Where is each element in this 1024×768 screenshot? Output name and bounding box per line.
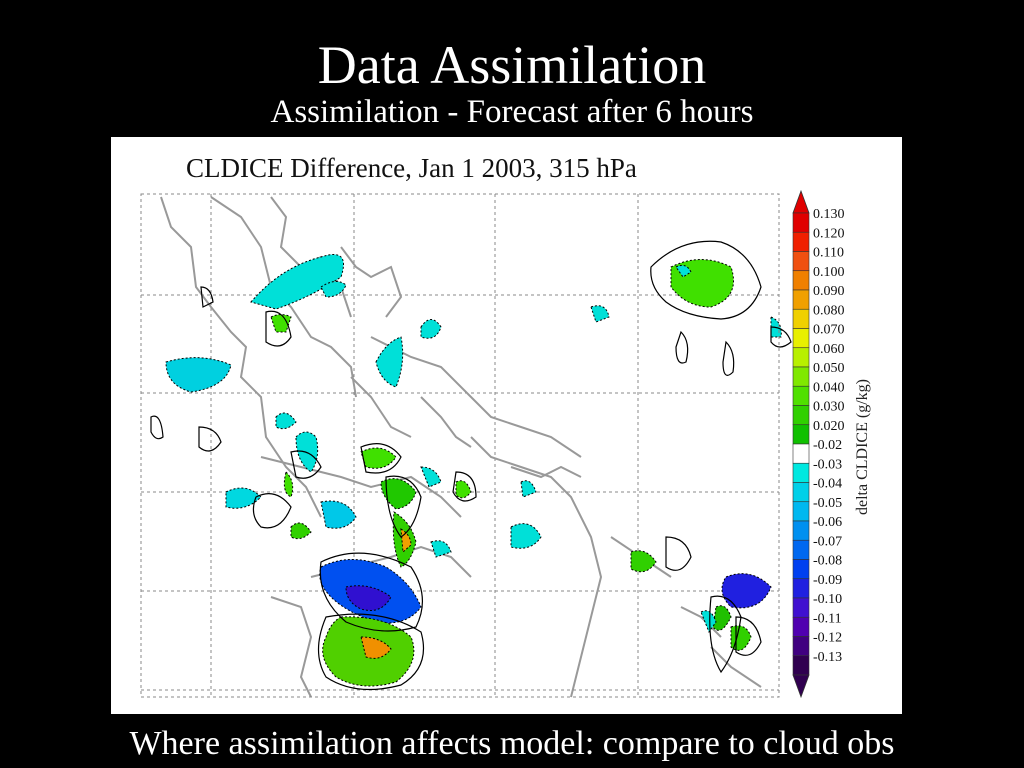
colorbar-cell bbox=[792, 308, 810, 329]
colorbar-tick-label: 0.080 bbox=[813, 303, 845, 318]
colorbar-tick-label: -0.13 bbox=[813, 650, 842, 665]
colorbar-cell bbox=[792, 616, 810, 637]
colorbar-tick-label: -0.08 bbox=[813, 554, 842, 569]
colorbar-tick-label: 0.050 bbox=[813, 361, 845, 376]
slide-caption: Where assimilation affects model: compar… bbox=[129, 725, 895, 762]
colorbar-cell bbox=[792, 270, 810, 291]
colorbar-bottom-arrow bbox=[792, 674, 810, 699]
colorbar-cell bbox=[792, 578, 810, 599]
colorbar-label: delta CLDICE (g/kg) bbox=[854, 379, 871, 515]
colorbar-tick-label: -0.03 bbox=[813, 457, 842, 472]
colorbar-tick-label: -0.06 bbox=[813, 515, 842, 530]
colorbar-tick-label: 0.120 bbox=[813, 226, 845, 241]
colorbar-cell bbox=[792, 501, 810, 522]
colorbar-cell bbox=[792, 328, 810, 349]
colorbar-cell bbox=[792, 559, 810, 580]
colorbar-tick-label: 0.090 bbox=[813, 284, 845, 299]
contour-fills bbox=[165, 254, 782, 687]
colorbar-tick-label: 0.110 bbox=[813, 246, 844, 261]
colorbar-cell bbox=[792, 405, 810, 426]
colorbar-tick-labels: 0.130 0.120 0.110 0.100 0.090 0.080 0.070 0.060… bbox=[813, 207, 845, 665]
colorbar-tick-label: 0.070 bbox=[813, 323, 845, 338]
colorbar-cell bbox=[792, 520, 810, 541]
colorbar-tick-label: 0.100 bbox=[813, 265, 845, 280]
slide-subtitle: Assimilation - Forecast after 6 hours bbox=[270, 94, 754, 130]
colorbar-cell bbox=[792, 366, 810, 387]
colorbar-cell bbox=[792, 231, 810, 252]
colorbar-cell bbox=[792, 424, 810, 445]
colorbar-tick-label: -0.04 bbox=[813, 477, 842, 492]
colorbar-tick-label: -0.09 bbox=[813, 573, 842, 588]
colorbar-tick-label: -0.11 bbox=[813, 611, 842, 626]
colorbar: 0.130 0.120 0.110 0.100 0.090 0.080 0.070 0.060… bbox=[792, 189, 845, 699]
map-title: CLDICE Difference, Jan 1 2003, 315 hPa bbox=[186, 153, 637, 183]
colorbar-tick-label: -0.10 bbox=[813, 592, 842, 607]
map-plot-area bbox=[140, 193, 792, 698]
colorbar-cell bbox=[792, 347, 810, 368]
colorbar-cell bbox=[792, 462, 810, 483]
colorbar-tick-label: -0.02 bbox=[813, 438, 842, 453]
colorbar-top-arrow bbox=[792, 189, 810, 214]
colorbar-tick-label: -0.07 bbox=[813, 534, 842, 549]
colorbar-cell bbox=[792, 385, 810, 406]
colorbar-cell bbox=[792, 251, 810, 272]
colorbar-cell bbox=[792, 289, 810, 310]
colorbar-cells bbox=[792, 212, 810, 676]
colorbar-tick-label: 0.040 bbox=[813, 380, 845, 395]
colorbar-cell bbox=[792, 636, 810, 657]
colorbar-cell bbox=[792, 482, 810, 503]
colorbar-tick-label: 0.060 bbox=[813, 342, 845, 357]
colorbar-tick-label: 0.020 bbox=[813, 419, 845, 434]
colorbar-tick-label: -0.05 bbox=[813, 496, 842, 511]
colorbar-cell bbox=[792, 597, 810, 618]
colorbar-tick-label: 0.130 bbox=[813, 207, 845, 222]
map-figure: CLDICE Difference, Jan 1 2003, 315 hPa bbox=[111, 137, 902, 714]
contour-lines bbox=[150, 240, 792, 691]
colorbar-tick-label: 0.030 bbox=[813, 400, 845, 415]
colorbar-cell bbox=[792, 539, 810, 560]
slide-title: Data Assimilation bbox=[317, 35, 707, 95]
colorbar-cell bbox=[792, 655, 810, 676]
colorbar-cell bbox=[792, 443, 810, 464]
colorbar-tick-label: -0.12 bbox=[813, 631, 842, 646]
colorbar-cell bbox=[792, 212, 810, 233]
map-canvas: CLDICE Difference, Jan 1 2003, 315 hPa bbox=[140, 153, 871, 699]
